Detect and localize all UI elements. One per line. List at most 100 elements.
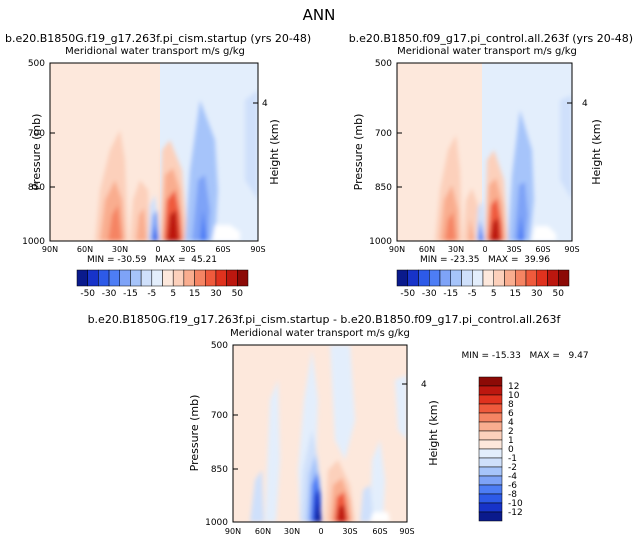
colorbar-label: -10: [508, 499, 523, 509]
y-axis-label-right: Height (km): [268, 119, 281, 185]
colorbar-swatch: [450, 269, 462, 287]
tick-label-x: 90S: [250, 245, 265, 254]
colorbar-label: -50: [400, 289, 415, 299]
colorbar-label: 1: [508, 436, 514, 446]
colorbar-swatch: [76, 269, 88, 287]
colorbar-label: 4: [508, 418, 514, 428]
tick-label-x: 90S: [564, 245, 579, 254]
colorbar-swatch: [478, 403, 503, 414]
plot-frame: [232, 344, 408, 523]
tick-label-y: 1000: [22, 237, 45, 247]
colorbar-label: -1: [508, 454, 517, 464]
tick-label-x: 30S: [342, 527, 357, 536]
tick-label-y: 700: [28, 129, 45, 139]
tick-label-x: 60S: [535, 245, 550, 254]
colorbar-swatch: [478, 439, 503, 450]
tick-label-x: 60N: [77, 245, 93, 254]
colorbar-label: 0: [508, 445, 514, 455]
colorbar-swatch: [478, 412, 503, 423]
y-axis-right: 4: [567, 99, 588, 109]
colorbar-label: -30: [102, 289, 117, 299]
y-axis-label: Pressure (mb): [30, 114, 43, 191]
colorbar-swatch: [478, 475, 503, 486]
colorbar: -50 -30 -15 -5 5 15 30 50: [396, 269, 570, 299]
colorbar-label: -2: [508, 463, 517, 473]
heatmap-field: [50, 63, 258, 241]
tick-label-x: 30S: [180, 245, 195, 254]
heatmap-field: [233, 345, 407, 522]
colorbar-swatch: [172, 269, 185, 287]
tick-label-x: 30N: [448, 245, 464, 254]
panel-subtitle: Meridional water transport m/s g/kg: [65, 46, 245, 57]
colorbar-label: 15: [510, 289, 521, 299]
colorbar-label: -15: [443, 289, 458, 299]
tick-label-x: 60N: [255, 527, 271, 536]
tick-label-x: 60S: [372, 527, 387, 536]
colorbar-swatch: [162, 269, 174, 287]
tick-label-x: 0: [155, 245, 160, 254]
colorbar-label: 8: [508, 400, 514, 410]
panel-title: b.e20.B1850G.f19_g17.263f.pi_cism.startu…: [5, 32, 311, 45]
colorbar-swatch: [478, 466, 503, 477]
colorbar-label: 50: [232, 289, 244, 299]
tick-label-x: 90N: [389, 245, 405, 254]
colorbar-swatch: [478, 421, 503, 432]
colorbar-swatch: [237, 269, 249, 287]
colorbar-swatch: [418, 269, 430, 287]
colorbar-swatch: [439, 269, 451, 287]
tick-label-y2: 4: [421, 380, 427, 390]
colorbar-swatch: [478, 376, 503, 387]
panel-subtitle: Meridional water transport m/s g/kg: [397, 46, 577, 57]
tick-label-y: 500: [375, 59, 392, 69]
colorbar-label: -15: [123, 289, 138, 299]
tick-label-y: 850: [211, 465, 228, 475]
colorbar-swatch: [536, 269, 548, 287]
tick-label-y: 500: [211, 341, 228, 351]
tick-label-y: 850: [28, 183, 45, 193]
tick-label-y: 700: [211, 411, 228, 421]
colorbar-swatch: [558, 269, 570, 287]
colorbar-label: -4: [508, 472, 517, 482]
tick-label-x: 90N: [225, 527, 241, 536]
colorbar: -50 -30 -15 -5 5 15 30 50: [76, 269, 249, 299]
stats-label: MIN = -30.59 MAX = 45.21: [87, 255, 217, 265]
panel-subtitle: Meridional water transport m/s g/kg: [230, 328, 410, 339]
y-axis: 500 700 850 1000: [369, 59, 402, 247]
colorbar-swatch: [194, 269, 206, 287]
tick-label-x: 0: [318, 527, 323, 536]
tick-label-x: 30N: [284, 527, 300, 536]
colorbar-swatch: [478, 448, 503, 459]
colorbar-swatch: [407, 269, 419, 287]
colorbar-label: -5: [147, 289, 156, 299]
colorbar-label: -12: [508, 508, 523, 518]
x-axis: 90N 60N 30N 0 30S 60S 90S: [389, 245, 580, 254]
colorbar-label: -50: [80, 289, 95, 299]
tick-label-x: 0: [482, 245, 487, 254]
panel-title: b.e20.B1850G.f19_g17.263f.pi_cism.startu…: [88, 313, 562, 326]
panel-title: b.e20.B1850.f09_g17.pi_control.all.263f …: [349, 32, 633, 45]
colorbar-swatch: [183, 269, 195, 287]
colorbar-swatch: [119, 269, 131, 287]
colorbar-swatch: [478, 484, 503, 495]
colorbar-swatch: [429, 269, 441, 287]
x-axis: 90N 60N 30N 0 30S 60S 90S: [225, 527, 415, 536]
stats-label: MIN = -15.33 MAX = 9.47: [461, 351, 588, 361]
tick-label-y: 1000: [205, 518, 228, 528]
colorbar-swatch: [226, 269, 238, 287]
x-axis: 90N 60N 30N 0 30S 60S 90S: [42, 245, 266, 254]
colorbar-label: -8: [508, 490, 517, 500]
tick-label-y: 1000: [369, 237, 392, 247]
colorbar-swatch: [478, 394, 503, 405]
y-axis-right: 4: [253, 99, 268, 109]
colorbar-swatch: [478, 511, 503, 522]
colorbar-label: -30: [422, 289, 437, 299]
stats-label: MIN = -23.35 MAX = 39.96: [420, 255, 550, 265]
y-axis-right: 4: [402, 380, 427, 390]
colorbar-swatch: [98, 269, 110, 287]
y-axis: 500 700 850 1000: [205, 341, 238, 528]
colorbar-swatch: [478, 493, 503, 504]
heatmap-field: [397, 63, 572, 241]
tick-label-y2: 4: [582, 99, 588, 109]
colorbar-swatch: [493, 269, 505, 287]
